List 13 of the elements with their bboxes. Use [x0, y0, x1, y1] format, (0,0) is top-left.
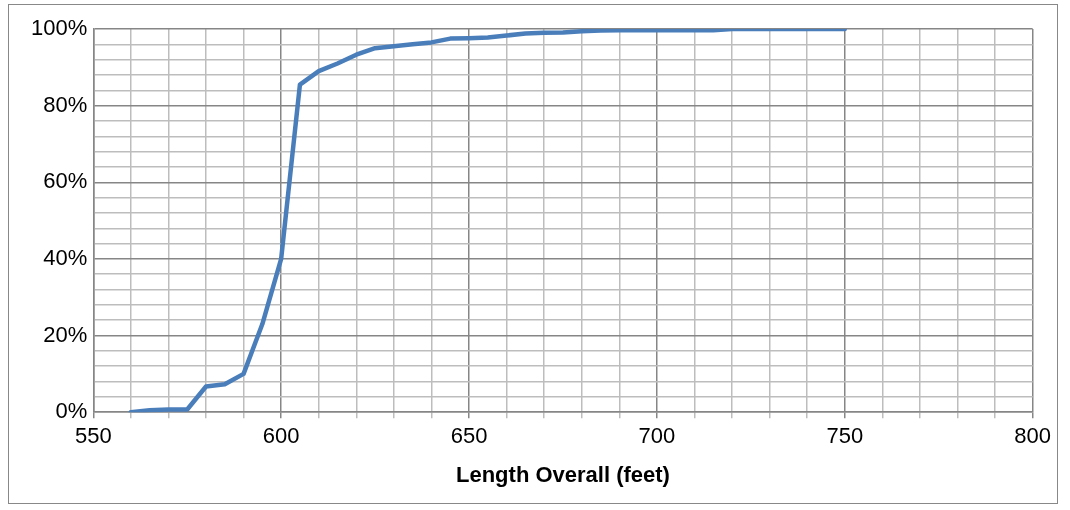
x-tick-label: 750	[826, 423, 864, 449]
x-tick-label: 700	[638, 423, 676, 449]
x-tick-label: 600	[262, 423, 300, 449]
y-tick-label: 80%	[43, 91, 88, 117]
y-tick-label: 20%	[43, 321, 88, 347]
y-tick-label: 40%	[43, 244, 88, 270]
x-tick-label: 800	[1014, 423, 1052, 449]
y-tick-label: 60%	[43, 168, 88, 194]
y-tick-label: 0%	[55, 398, 88, 424]
x-tick-label: 650	[450, 423, 488, 449]
y-tick-label: 100%	[30, 15, 88, 41]
x-axis-title: Length Overall (feet)	[456, 461, 670, 487]
x-tick-label: 550	[74, 423, 112, 449]
